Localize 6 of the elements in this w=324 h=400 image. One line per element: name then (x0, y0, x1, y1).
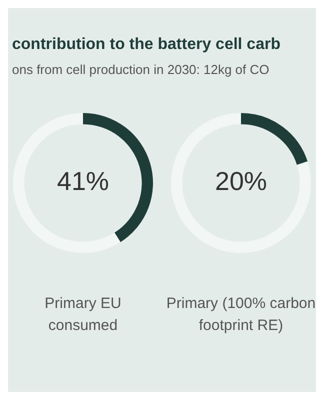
text: Primary EU consumed (44, 294, 122, 336)
data-label: 20% (214, 166, 268, 196)
chart-title: contribution to the battery cell carb (12, 36, 282, 54)
data-label: 41% (56, 166, 110, 196)
chart-subtitle: ons from cell production in 2030: 12kg of CO (12, 62, 270, 77)
text: Primary (100% carbon footprint RE) (166, 294, 316, 336)
